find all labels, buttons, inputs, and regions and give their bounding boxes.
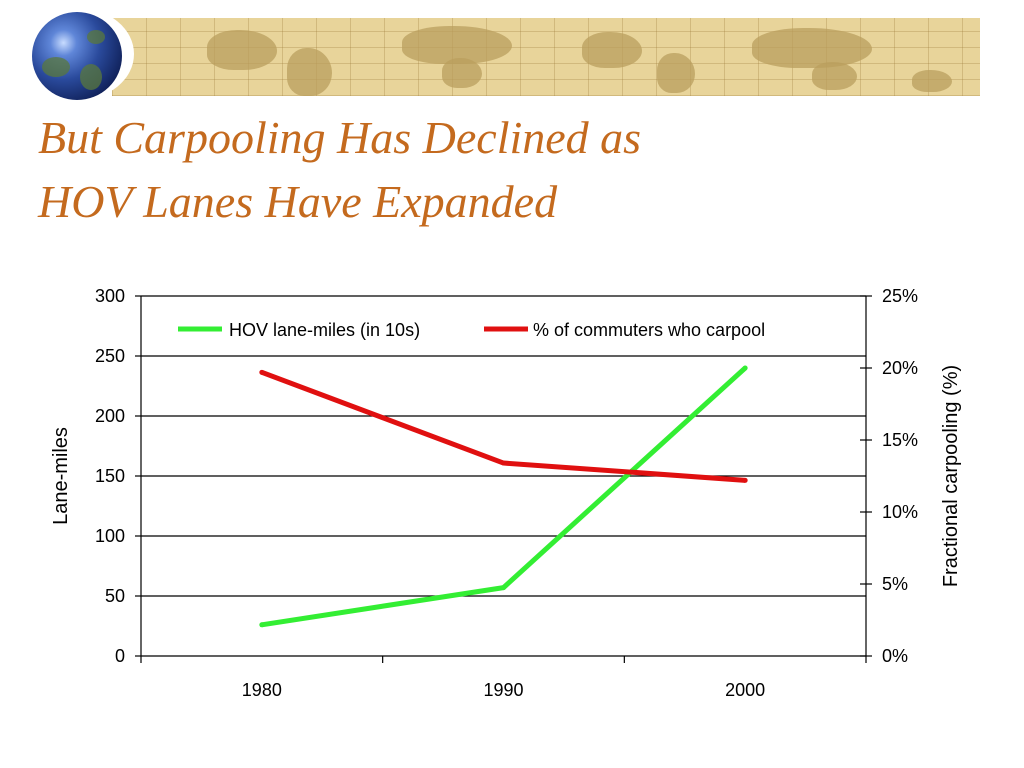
data-point [501, 585, 506, 591]
y-tick-label-right: 20% [882, 358, 918, 378]
data-point [259, 622, 265, 628]
series-lines [259, 365, 748, 628]
data-point [259, 369, 265, 375]
y-tick-label-left: 200 [95, 406, 125, 426]
y-tick-label-left: 0 [115, 646, 125, 666]
slide-title: But Carpooling Has Declined as HOV Lanes… [38, 106, 641, 234]
data-point [501, 460, 506, 466]
y-tick-label-left: 100 [95, 526, 125, 546]
gridlines [141, 295, 866, 597]
data-point [742, 477, 748, 483]
y-tick-label-left: 150 [95, 466, 125, 486]
data-point [742, 365, 748, 371]
x-tick-label: 2000 [725, 680, 765, 700]
legend-label: % of commuters who carpool [533, 320, 765, 340]
y-axis-right-title: Fractional carpooling (%) [940, 365, 962, 587]
x-axis-ticks: 1980 1990 2000 [140, 656, 867, 700]
y-tick-label-right: 5% [882, 574, 908, 594]
y-tick-label-left: 50 [105, 586, 125, 606]
right-axis-ticks: 0% 5% 10% 15% 20% 25% [860, 286, 918, 666]
y-tick-label-left: 300 [95, 286, 125, 306]
left-axis-ticks: 0 50 100 150 200 250 300 [95, 286, 141, 666]
y-tick-label-right: 0% [882, 646, 908, 666]
y-tick-label-right: 10% [882, 502, 918, 522]
x-tick-label: 1980 [242, 680, 282, 700]
chart-legend: HOV lane-miles (in 10s) % of commuters wh… [178, 320, 765, 340]
slide-title-line-2: HOV Lanes Have Expanded [38, 176, 558, 227]
y-tick-label-right: 25% [882, 286, 918, 306]
world-map-banner [112, 18, 980, 96]
slide-title-line-1: But Carpooling Has Declined as [38, 112, 642, 163]
y-tick-label-left: 250 [95, 346, 125, 366]
y-tick-label-right: 15% [882, 430, 918, 450]
y-axis-left-title: Lane-miles [50, 427, 72, 525]
globe-icon [32, 12, 122, 100]
x-tick-label: 1990 [483, 680, 523, 700]
legend-label: HOV lane-miles (in 10s) [229, 320, 420, 340]
